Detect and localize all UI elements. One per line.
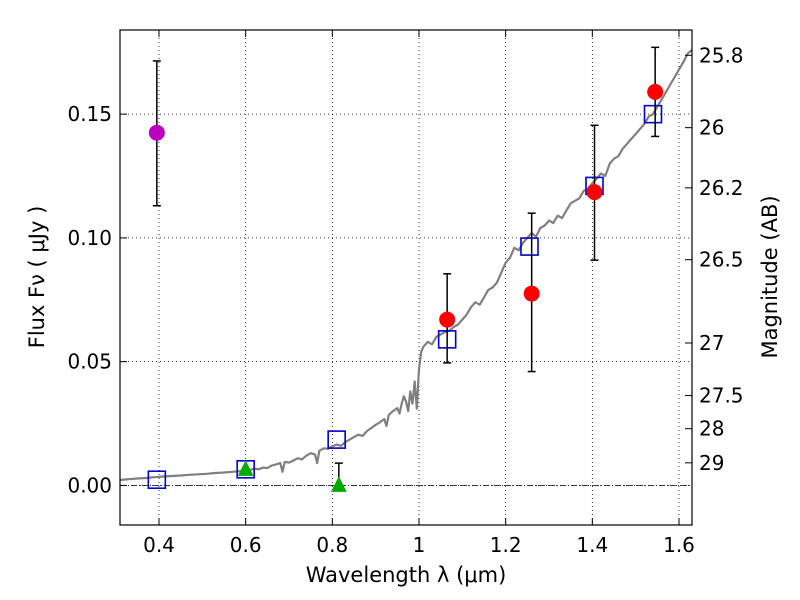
mag-tick-label: 25.8 (699, 43, 744, 67)
model-photometry-square (327, 430, 346, 449)
spectrum-layer (119, 48, 693, 482)
observed-point (586, 184, 603, 201)
x-axis-title: Wavelength λ (μm) (306, 563, 507, 587)
x-tick-label: 0.8 (316, 533, 348, 557)
plot-frame (119, 29, 693, 526)
mag-tick-label: 26.5 (699, 248, 744, 272)
x-tick-label: 0.6 (230, 533, 262, 557)
green-triangle-point (331, 476, 347, 492)
x-tick-label: 1.2 (490, 533, 522, 557)
x-tick-label: 1.4 (576, 533, 608, 557)
x-tick-label: 0.4 (143, 533, 175, 557)
model-photometry-square (147, 470, 167, 490)
mag-tick-label: 28 (699, 417, 724, 441)
mag-tick-label: 27 (699, 331, 724, 355)
x-tick-label: 1.6 (663, 533, 695, 557)
mag-tick-label: 27.5 (699, 384, 744, 408)
markers-layer (147, 46, 664, 492)
ticks-layer: 0.4 0.6 0.8 1 1.2 1.4 1.6 0.00 0.05 0.10 0.15 25.8 2… (67, 30, 744, 557)
model-photometry-square (643, 104, 663, 124)
x-tick-label: 1 (413, 533, 426, 557)
observed-point (439, 311, 456, 328)
model-photometry-square (520, 237, 539, 256)
right-axis-title: Magnitude (AB) (758, 195, 782, 358)
grid-lines (120, 30, 692, 525)
observed-point (647, 83, 664, 100)
observed-point (523, 285, 540, 302)
y-tick-label: 0.15 (67, 102, 112, 126)
mag-tick-label: 26.2 (699, 176, 744, 200)
y-tick-label: 0.10 (67, 226, 112, 250)
green-triangle-point (237, 460, 254, 476)
y-axis-title: Flux Fν ( μJy ) (25, 206, 49, 349)
observed-point (148, 124, 165, 141)
spectrum-line (119, 48, 693, 482)
mag-tick-label: 26 (699, 116, 724, 140)
y-tick-label: 0.05 (67, 350, 112, 374)
mag-tick-label: 29 (699, 451, 724, 475)
y-tick-label: 0.00 (67, 473, 112, 497)
